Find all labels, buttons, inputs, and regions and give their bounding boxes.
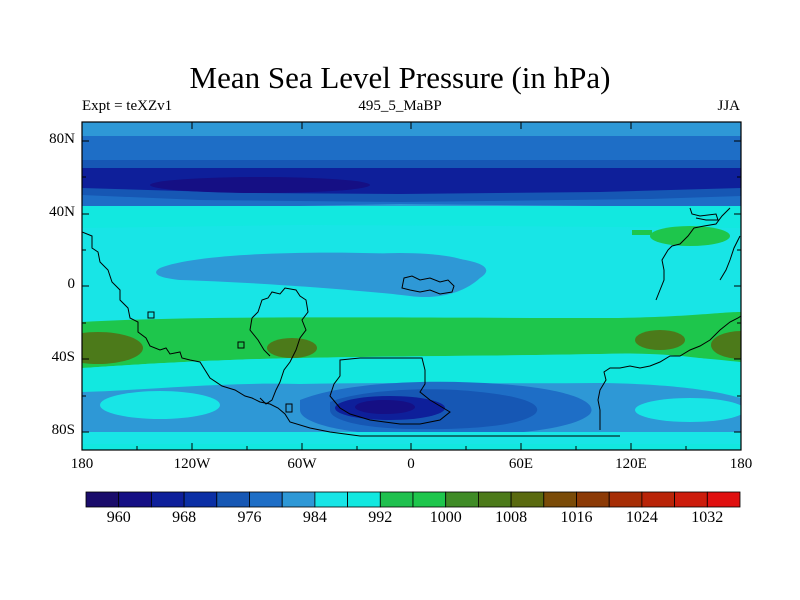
coast-west xyxy=(82,231,620,437)
x-tick-label: 60E xyxy=(508,456,534,472)
x-tick-label: 180 xyxy=(729,456,753,472)
colorbar-swatch xyxy=(379,491,414,508)
south-patch-2 xyxy=(635,398,741,422)
experiment-label: Expt = teXZv1 xyxy=(82,98,173,114)
coast-east-3 xyxy=(689,207,719,221)
colorbar-label: 1008 xyxy=(495,509,528,526)
tropical-low-west-2 xyxy=(330,253,470,277)
colorbar-swatch xyxy=(674,491,708,508)
season-label: JJA xyxy=(717,98,740,114)
north-low-core xyxy=(150,177,370,193)
coast-equator xyxy=(401,275,455,295)
colorbar-label: 984 xyxy=(302,509,327,526)
coast-mid xyxy=(329,357,451,425)
x-tick-label: 120E xyxy=(615,456,647,472)
colorbar-swatch xyxy=(281,491,316,508)
colorbar-label: 1000 xyxy=(429,509,462,526)
south-low-core-inner xyxy=(355,400,415,414)
y-tick-label: 80N xyxy=(49,131,75,147)
coast-east-4 xyxy=(719,235,741,281)
colorbar-swatch xyxy=(249,491,283,508)
coast-continent-c2 xyxy=(249,317,271,357)
coast-continent-c xyxy=(251,287,309,405)
colorbar-swatch xyxy=(118,491,152,508)
coast-east xyxy=(597,315,741,430)
coast-island xyxy=(147,311,155,319)
x-tick-label: 0 xyxy=(407,456,415,472)
south-high-atlantic xyxy=(267,338,317,358)
colorbar-swatch xyxy=(347,491,381,508)
colorbar-swatch xyxy=(576,491,610,508)
south-high-belt xyxy=(82,312,741,368)
colorbar xyxy=(85,491,741,508)
colorbar-swatch xyxy=(216,491,250,508)
colorbar-swatch xyxy=(150,491,185,508)
colorbar-swatch xyxy=(641,491,676,508)
y-tick-label: 80S xyxy=(51,422,75,438)
colorbar-label: 1016 xyxy=(560,509,593,526)
colorbar-label: 1032 xyxy=(691,509,724,526)
colorbar-swatch xyxy=(183,491,218,508)
period-label: 495_5_MaBP xyxy=(358,98,442,114)
colorbar-swatch xyxy=(314,491,348,508)
north-pacific-high xyxy=(650,226,730,246)
south-high-east xyxy=(711,331,741,359)
x-tick-label: 120W xyxy=(173,456,211,472)
band-north-1000 xyxy=(82,206,741,228)
colorbar-swatch xyxy=(445,491,479,508)
colorbar-swatch xyxy=(477,491,512,508)
y-tick-marks xyxy=(82,140,741,433)
colorbar-swatch xyxy=(706,491,741,508)
y-tick-label: 40N xyxy=(49,204,75,220)
coastlines xyxy=(82,207,741,437)
colorbar-label: 960 xyxy=(106,509,131,526)
x-tick-label: 180 xyxy=(70,456,94,472)
north-pacific-high-2 xyxy=(632,230,652,235)
colorbar-label: 968 xyxy=(172,509,197,526)
coast-east-2 xyxy=(655,207,731,301)
south-high-indian xyxy=(635,330,685,350)
map-title: Mean Sea Level Pressure (in hPa) xyxy=(189,60,611,95)
colorbar-swatch xyxy=(85,491,120,508)
y-tick-label: 0 xyxy=(67,276,76,292)
colorbar-swatch xyxy=(543,491,577,508)
x-tick-label: 60W xyxy=(287,456,317,472)
x-tick-marks xyxy=(81,122,742,450)
colorbar-swatch xyxy=(608,491,643,508)
y-tick-label: 40S xyxy=(51,349,75,365)
colorbar-label: 976 xyxy=(237,509,262,526)
coast-patch xyxy=(285,403,293,413)
colorbar-label: 1024 xyxy=(625,509,658,526)
colorbar-label: 992 xyxy=(368,509,393,526)
colorbar-swatch xyxy=(412,491,447,508)
south-patch-1 xyxy=(100,391,220,419)
colorbar-swatch xyxy=(510,491,545,508)
pressure-field xyxy=(82,122,741,450)
south-high-west xyxy=(82,332,143,364)
coast-africa xyxy=(237,341,245,349)
